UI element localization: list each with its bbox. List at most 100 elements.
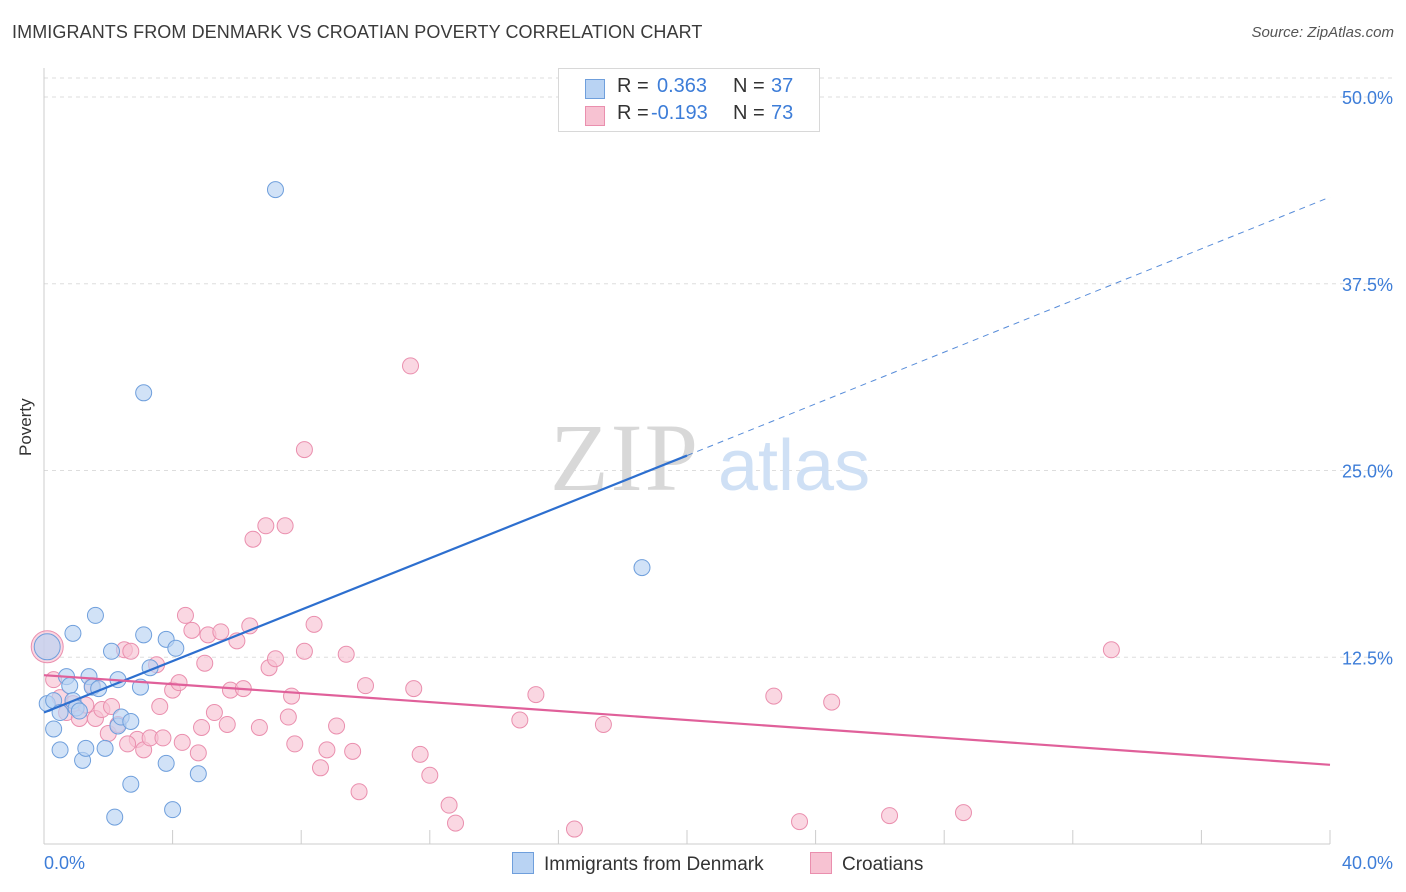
grid-lines	[44, 77, 1394, 658]
croatians-point	[212, 623, 230, 641]
croatians-point	[594, 715, 612, 733]
croatians-point	[205, 704, 223, 722]
y-tick-label: 25.0%	[1342, 462, 1393, 482]
denmark-point	[64, 624, 82, 642]
legend-bottom-denmark: Immigrants from Denmark	[512, 852, 764, 876]
denmark-point	[70, 702, 88, 720]
croatians-point	[183, 621, 201, 639]
croatians-point	[527, 686, 545, 704]
watermark-atlas: atlas	[718, 426, 870, 506]
croatians-point	[279, 708, 297, 726]
denmark-point	[633, 559, 651, 577]
legend-swatch-pink	[585, 106, 605, 126]
croatians-point	[266, 650, 284, 668]
croatians-point	[122, 642, 140, 660]
denmark-point	[96, 739, 114, 757]
denmark-point	[135, 626, 153, 644]
croatians-point	[286, 735, 304, 753]
croatians-point	[103, 698, 121, 716]
croatians-point	[565, 820, 583, 838]
y-tick-label: 50.0%	[1342, 88, 1393, 108]
croatians-point	[1102, 641, 1120, 659]
croatians-point	[511, 711, 529, 729]
denmark-point	[189, 765, 207, 783]
croatians-point	[765, 687, 783, 705]
croatians-point	[328, 717, 346, 735]
legend-r-value: 0.363	[657, 75, 708, 97]
croatians-trend-line	[43, 674, 1331, 766]
croatians-point	[176, 606, 194, 624]
croatians-point	[405, 680, 423, 698]
denmark-point	[33, 633, 61, 661]
legend-r-value: -0.193	[651, 102, 708, 124]
croatians-point	[447, 814, 465, 832]
legend-swatch-blue	[585, 79, 605, 99]
legend-n-value: 37	[771, 75, 794, 97]
watermark: ZIP atlas	[550, 404, 870, 511]
croatians-point	[250, 718, 268, 736]
legend-swatch-pink	[810, 852, 832, 874]
croatians-point	[189, 744, 207, 762]
croatians-point	[283, 687, 301, 705]
legend-r-label: R =	[617, 75, 649, 97]
source-credit: Source: ZipAtlas.com	[1251, 24, 1394, 41]
legend-swatch-blue	[512, 852, 534, 874]
croatians-point	[402, 357, 420, 375]
croatians-point	[421, 766, 439, 784]
croatians-point	[344, 742, 362, 760]
denmark-point	[61, 677, 79, 695]
croatians-point	[154, 729, 172, 747]
croatians-point	[305, 615, 323, 633]
croatians-point	[173, 733, 191, 751]
croatians-point	[440, 796, 458, 814]
denmark-point	[157, 754, 175, 772]
croatians-point	[881, 807, 899, 825]
denmark-trend-line	[43, 454, 688, 714]
y-tick-label: 37.5%	[1342, 275, 1393, 295]
croatians-point	[193, 718, 211, 736]
legend-n-label: N =	[733, 75, 765, 97]
croatians-point	[244, 530, 262, 548]
croatians-point	[276, 517, 294, 535]
y-tick-label: 12.5%	[1342, 648, 1393, 668]
y-axis-label: Poverty	[16, 398, 35, 456]
watermark-zip: ZIP	[550, 404, 700, 511]
denmark-point	[86, 606, 104, 624]
denmark-point	[106, 808, 124, 826]
x-tick-label: 0.0%	[44, 853, 85, 873]
denmark-point	[164, 801, 182, 819]
denmark-point	[51, 741, 69, 759]
croatians-point	[257, 517, 275, 535]
denmark-point	[135, 384, 153, 402]
chart-title: IMMIGRANTS FROM DENMARK VS CROATIAN POVE…	[12, 22, 703, 42]
denmark-point	[77, 739, 95, 757]
croatians-point	[357, 677, 374, 695]
croatians-point	[337, 645, 355, 663]
trend-lines	[43, 196, 1331, 766]
croatians-point	[350, 783, 368, 801]
croatians-point	[170, 674, 188, 692]
legend-label-denmark: Immigrants from Denmark	[544, 854, 764, 875]
axes	[43, 68, 1331, 845]
denmark-point	[45, 720, 63, 738]
croatians-point	[119, 735, 137, 753]
croatians-point	[954, 804, 972, 822]
croatians-point	[196, 654, 214, 672]
croatians-point	[311, 759, 329, 777]
croatians-point	[823, 693, 841, 711]
correlation-legend: R = 0.363 N = 37 R = -0.193 N = 73	[558, 68, 820, 132]
legend-bottom-croatians: Croatians	[810, 852, 923, 876]
denmark-point	[103, 642, 121, 660]
denmark-point	[266, 181, 284, 199]
croatians-point	[218, 715, 236, 733]
legend-label-croatians: Croatians	[842, 854, 924, 875]
croatians-point	[295, 441, 313, 459]
croatians-point	[151, 698, 169, 716]
croatians-point	[295, 642, 313, 660]
croatians-point	[791, 813, 809, 831]
tick-labels: 12.5% 25.0% 37.5% 50.0% 0.0% 40.0%	[44, 88, 1393, 873]
denmark-point	[122, 712, 140, 730]
x-tick-label: 40.0%	[1342, 853, 1393, 873]
denmark-trend-extension	[686, 196, 1331, 457]
